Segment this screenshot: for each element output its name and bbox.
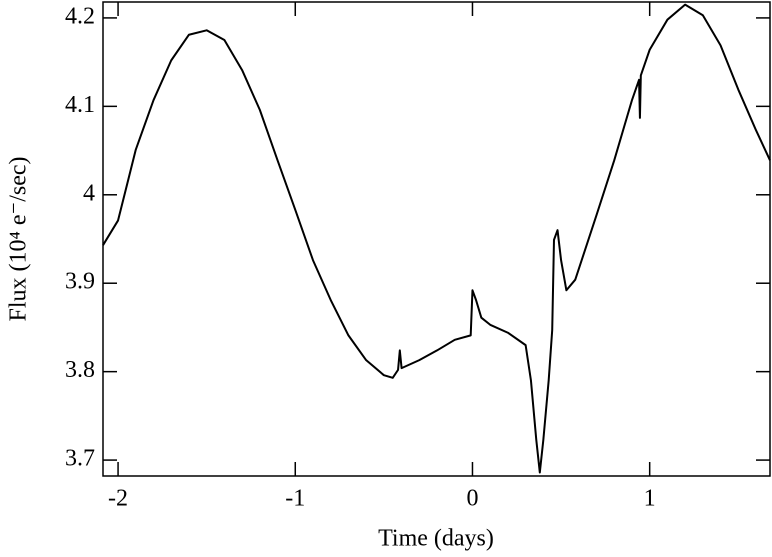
plot-frame bbox=[102, 1, 771, 477]
x-tick-label: -1 bbox=[285, 486, 305, 512]
x-tick-label: 1 bbox=[644, 486, 656, 512]
y-tick-label: 3.7 bbox=[65, 446, 95, 472]
y-tick-label: 4 bbox=[83, 180, 95, 206]
y-tick-label: 3.9 bbox=[65, 269, 95, 295]
y-tick-label: 4.1 bbox=[65, 92, 95, 118]
y-tick-label: 4.2 bbox=[65, 3, 95, 29]
x-tick-label: 0 bbox=[466, 486, 478, 512]
x-axis-label: Time (days) bbox=[378, 526, 494, 552]
x-tick-label: -2 bbox=[108, 486, 128, 512]
y-axis-label: Flux (10⁴ e⁻/sec) bbox=[6, 157, 32, 322]
y-tick-label: 3.8 bbox=[65, 357, 95, 383]
flux-line bbox=[102, 3, 771, 474]
